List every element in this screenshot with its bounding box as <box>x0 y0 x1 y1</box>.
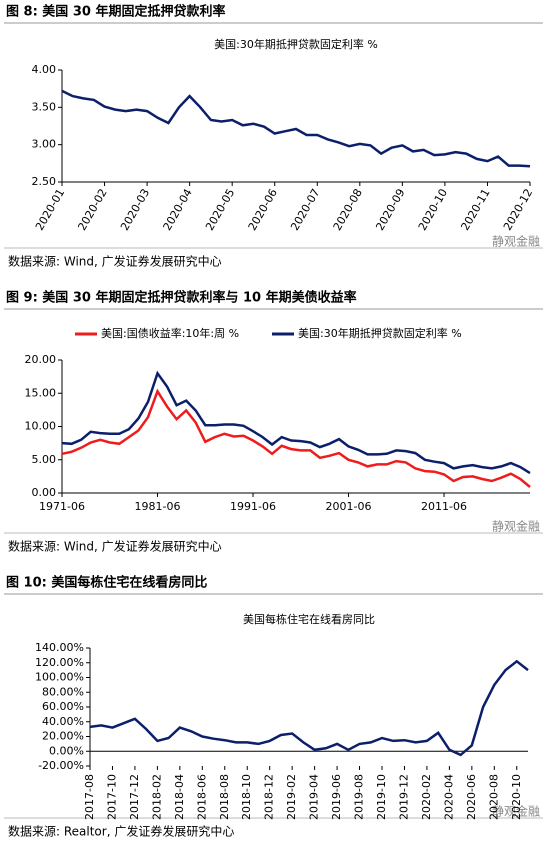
x-tick-label: 2019-08 <box>353 774 366 820</box>
x-tick-label: 2017-12 <box>128 774 141 820</box>
y-tick-label: 3.00 <box>32 138 57 151</box>
y-tick-label: 15.00 <box>25 386 57 399</box>
series-line <box>61 388 531 488</box>
x-tick-label: 2018-08 <box>218 774 231 820</box>
y-tick-label: 60.00% <box>42 700 84 713</box>
x-tick-label: 2018-06 <box>195 774 208 820</box>
series-line <box>61 370 531 475</box>
x-tick-label: 2020-09 <box>373 187 407 233</box>
x-tick-label: 2020-02 <box>420 774 433 820</box>
x-tick-label: 2001-06 <box>326 500 372 513</box>
watermark: 静观金融 <box>492 804 540 819</box>
x-tick-label: 2020-02 <box>75 187 109 233</box>
x-tick-label: 2017-10 <box>105 774 118 820</box>
x-tick-label: 2020-06 <box>465 774 478 820</box>
legend-label: 美国:30年期抵押贷款固定利率 % <box>298 326 462 340</box>
y-tick-label: 80.00% <box>42 685 84 698</box>
source: 数据来源: Wind, 广发证券发展研究中心 <box>8 539 222 554</box>
x-tick-label: 2020-08 <box>487 774 500 820</box>
source: 数据来源: Realtor, 广发证券发展研究中心 <box>8 824 234 839</box>
y-tick-label: 20.00 <box>25 353 57 366</box>
x-tick-label: 2011-06 <box>421 500 467 513</box>
x-tick-label: 2019-10 <box>375 774 388 820</box>
series-line <box>89 659 529 757</box>
series-line <box>61 89 531 168</box>
x-tick-label: 2020-01 <box>33 187 67 233</box>
x-tick-label: 1981-06 <box>135 500 181 513</box>
x-tick-label: 2019-02 <box>285 774 298 820</box>
y-tick-label: 5.00 <box>32 453 57 466</box>
y-tick-label: 0.00% <box>49 744 84 757</box>
watermark: 静观金融 <box>492 519 540 534</box>
y-tick-label: 2.50 <box>32 175 57 188</box>
x-tick-label: 2020-11 <box>458 187 492 233</box>
x-tick-label: 2020-12 <box>501 187 535 233</box>
x-tick-label: 2019-12 <box>397 774 410 820</box>
y-tick-label: 20.00% <box>42 730 84 743</box>
y-tick-label: 0.00 <box>32 486 57 499</box>
figure-caption: 图 10: 美国每栋住宅在线看房同比 <box>6 575 207 591</box>
x-tick-label: 2020-08 <box>331 187 365 233</box>
figure-caption: 图 9: 美国 30 年期固定抵押贷款利率与 10 年期美债收益率 <box>6 290 357 306</box>
x-tick-label: 1991-06 <box>230 500 276 513</box>
x-tick-label: 2020-07 <box>288 187 322 233</box>
x-tick-label: 2020-10 <box>416 187 450 233</box>
y-tick-label: 120.00% <box>35 656 84 669</box>
legend-label: 美国:国债收益率:10年:周 % <box>101 326 239 340</box>
x-tick-label: 2019-06 <box>330 774 343 820</box>
y-tick-label: 4.00 <box>32 63 57 76</box>
x-tick-label: 2018-12 <box>263 774 276 820</box>
y-tick-label: -20.00% <box>38 759 84 772</box>
x-tick-label: 2017-08 <box>83 774 96 820</box>
watermark: 静观金融 <box>492 234 540 249</box>
y-tick-label: 140.00% <box>35 641 84 654</box>
y-tick-label: 3.50 <box>32 100 57 113</box>
y-tick-label: 100.00% <box>35 671 84 684</box>
y-tick-label: 10.00 <box>25 420 57 433</box>
x-tick-label: 2020-04 <box>161 187 195 233</box>
y-tick-label: 40.00% <box>42 715 84 728</box>
x-tick-label: 2018-04 <box>173 774 186 820</box>
source: 数据来源: Wind, 广发证券发展研究中心 <box>8 254 222 269</box>
figure-caption: 图 8: 美国 30 年期固定抵押贷款利率 <box>6 4 225 20</box>
x-tick-label: 2020-04 <box>442 774 455 820</box>
x-tick-label: 2018-02 <box>150 774 163 820</box>
x-tick-label: 2020-05 <box>203 187 237 233</box>
x-tick-label: 2020-06 <box>246 187 280 233</box>
x-tick-label: 2020-10 <box>510 774 523 820</box>
x-tick-label: 2020-03 <box>118 187 152 233</box>
x-tick-label: 2018-10 <box>240 774 253 820</box>
x-tick-label: 1971-06 <box>39 500 85 513</box>
x-tick-label: 2019-04 <box>308 774 321 820</box>
chart-title: 美国:30年期抵押贷款固定利率 % <box>214 37 378 51</box>
chart-title: 美国每栋住宅在线看房同比 <box>243 612 375 626</box>
